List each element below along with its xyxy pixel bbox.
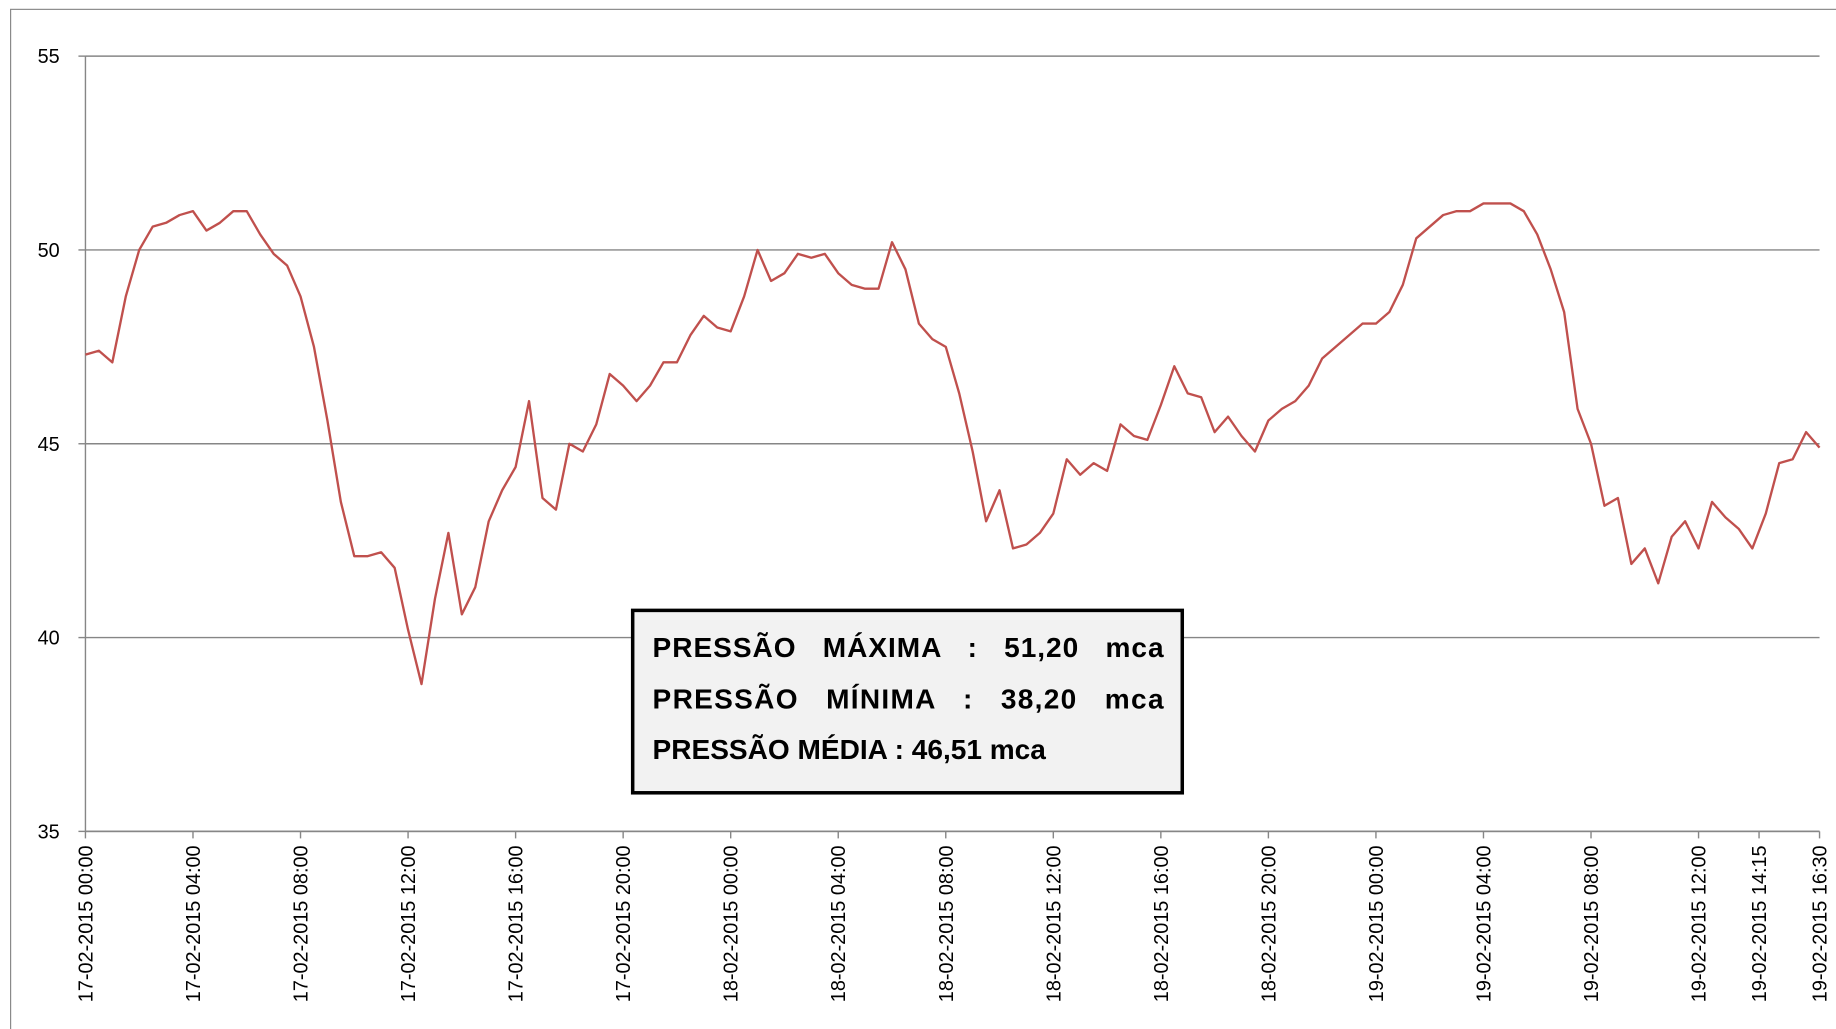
y-tick-label: 55	[38, 46, 60, 68]
x-tick-label: 19-02-2015 08:00	[1581, 845, 1603, 1002]
x-tick-label: 17-02-2015 16:00	[506, 845, 528, 1002]
x-tick-label: 18-02-2015 12:00	[1043, 845, 1065, 1002]
annotation: PRESSÃO MÁXIMA : 51,20 mca	[653, 632, 1164, 663]
x-tick-label: 17-02-2015 12:00	[398, 845, 420, 1002]
plot-area	[85, 202, 1821, 686]
y-tick-label: 40	[38, 628, 60, 650]
annotation-box: PRESSÃO MÁXIMA : 51,20 mca PRESSÃO MÍNIM…	[630, 608, 1185, 795]
x-tick-label: 19-02-2015 16:30	[1810, 845, 1832, 1002]
x-tick-label: 18-02-2015 16:00	[1151, 845, 1173, 1002]
y-tick-label: 35	[38, 821, 60, 843]
x-tick-label: 19-02-2015 12:00	[1689, 845, 1711, 1002]
x-tick-label: 17-02-2015 20:00	[613, 845, 635, 1002]
annotation: PRESSÃO MÉDIA : 46,51 mca	[653, 734, 1047, 765]
x-tick-label: 19-02-2015 04:00	[1473, 845, 1495, 1002]
x-tick-label: 18-02-2015 20:00	[1258, 845, 1280, 1002]
x-tick-label: 19-02-2015 00:00	[1366, 845, 1388, 1002]
x-tick-label: 17-02-2015 08:00	[291, 845, 313, 1002]
annotation: PRESSÃO MÍNIMA : 38,20 mca	[653, 684, 1164, 715]
line-series	[85, 202, 1821, 686]
x-tick-label: 18-02-2015 04:00	[828, 845, 850, 1002]
chart-frame	[10, 8, 1836, 1029]
x-tick-label: 17-02-2015 04:00	[183, 845, 205, 1002]
x-tick-label: 19-02-2015 14:15	[1749, 845, 1771, 1002]
y-tick-label: 45	[38, 434, 60, 456]
x-tick-label: 18-02-2015 08:00	[936, 845, 958, 1002]
grid: 35 40 45 50 55 17-02-2015 00:00 17-02-2015 04:…	[38, 46, 1832, 1002]
x-tick-label: 17-02-2015 00:00	[75, 845, 97, 1002]
y-tick-label: 50	[38, 240, 60, 262]
x-tick-label: 18-02-2015 00:00	[721, 845, 743, 1002]
annotation-frame	[630, 608, 1185, 795]
